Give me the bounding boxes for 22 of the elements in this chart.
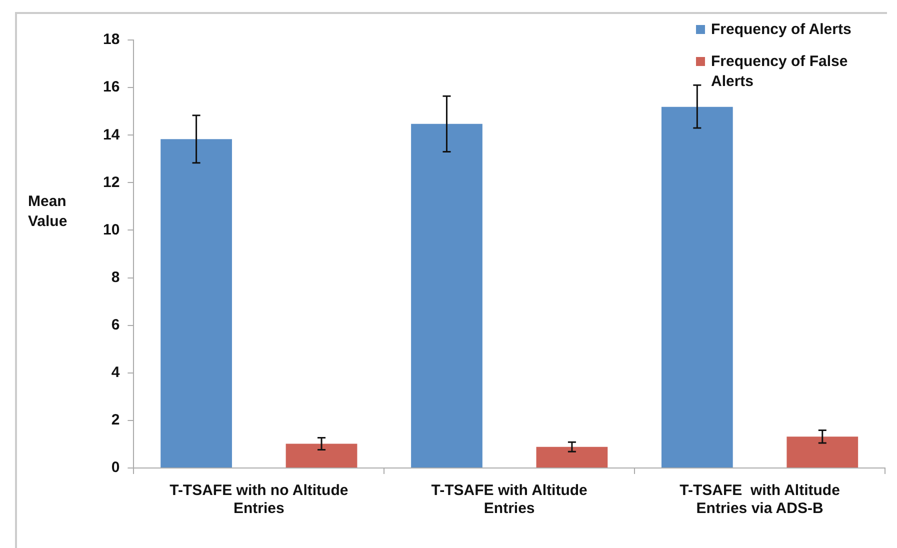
y-tick-label: 6 [111, 316, 120, 334]
y-tick-label: 4 [111, 364, 120, 382]
x-tick-label: T-TSAFE with no Altitude Entries [170, 482, 348, 518]
y-tick-label: 12 [102, 174, 120, 191]
legend-label: Frequency of Alerts [711, 20, 852, 40]
y-tick-label: 8 [111, 268, 120, 286]
y-tick-label: 2 [111, 412, 120, 429]
y-tick-label: 10 [102, 221, 120, 238]
bar [536, 446, 608, 468]
bar [286, 444, 358, 468]
legend-label: Frequency of False Alerts [711, 52, 849, 92]
y-tick-label: 18 [102, 31, 120, 48]
x-tick-label: T-TSAFE with Altitude Entries [431, 482, 588, 518]
x-tick-label: T-TSAFE with Altitude Entries via ADS-B [680, 482, 840, 518]
bar [411, 124, 482, 468]
bar [661, 106, 733, 468]
bar [786, 436, 858, 468]
y-tick-label: 0 [111, 459, 120, 476]
y-axis-title: Mean Value [28, 192, 68, 232]
bar [160, 139, 232, 468]
y-tick-label: 16 [102, 78, 120, 96]
y-tick-label: 14 [102, 126, 120, 144]
